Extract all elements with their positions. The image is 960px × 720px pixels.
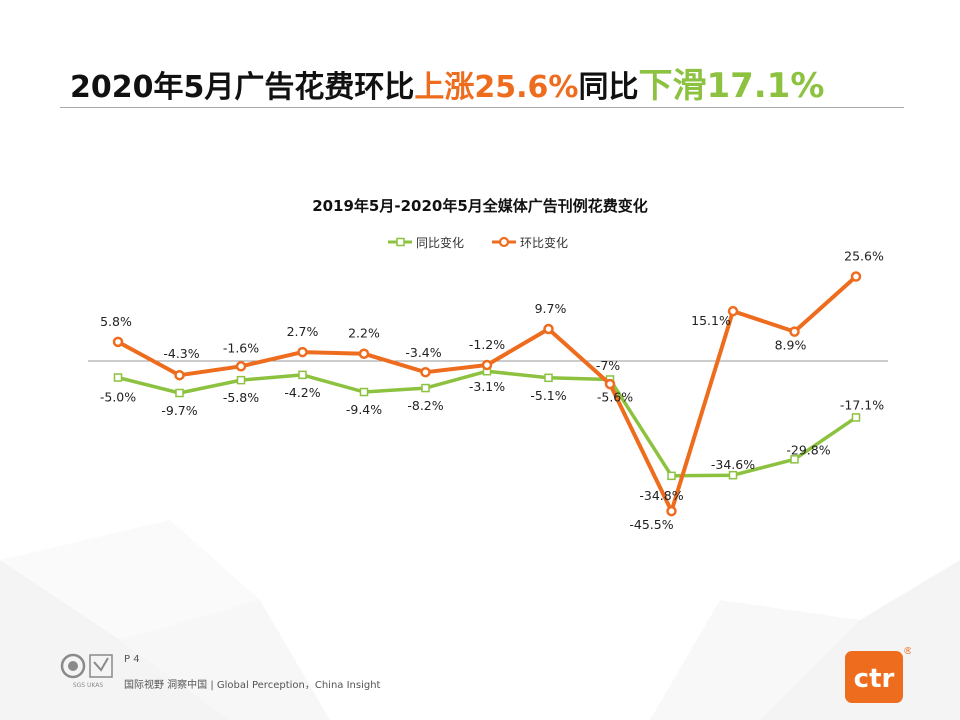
title-down-word: 下滑 (638, 66, 707, 106)
data-point (359, 387, 369, 397)
legend-label-0: 同比变化 (416, 235, 464, 250)
data-point (850, 271, 862, 282)
data-point (420, 366, 431, 378)
data-label: -5.8% (223, 390, 259, 405)
data-point (236, 375, 246, 385)
data-label: -45.5% (629, 517, 673, 532)
slide-title: 2020年5月广告花费环比 上涨 25.6% 同比 下滑 17.1% (70, 58, 824, 108)
data-point (604, 378, 616, 390)
data-label: 2.2% (348, 326, 380, 341)
data-label: -5.6% (597, 389, 633, 404)
title-up-value: 25.6% (474, 70, 579, 105)
ctr-logo: ctr ® (845, 646, 911, 703)
legend-marker-1 (498, 236, 510, 248)
footer-tagline: 国际视野 洞察中国 | Global Perception，China Insi… (124, 680, 381, 691)
data-label: -4.3% (163, 346, 199, 361)
logo-registered-mark: ® (903, 646, 911, 657)
data-point (175, 388, 184, 398)
data-label: 15.1% (691, 313, 731, 328)
data-label: 9.7% (535, 301, 567, 316)
data-point (789, 326, 800, 337)
data-label: -1.2% (469, 337, 505, 352)
data-label: -3.1% (469, 379, 505, 394)
data-label: 5.8% (100, 314, 132, 329)
data-point (543, 323, 554, 335)
legend-marker-0 (396, 237, 405, 247)
data-label: -29.8% (786, 442, 830, 457)
data-label: -3.4% (405, 345, 441, 360)
data-label: 8.9% (775, 338, 807, 353)
data-point (481, 359, 493, 371)
data-label: -5.0% (100, 390, 136, 405)
title-down-value: 17.1% (706, 66, 825, 106)
data-point (297, 346, 308, 358)
data-label: -9.4% (346, 402, 382, 417)
chart-title: 2019年5月-2020年5月全媒体广告刊例花费变化 (312, 197, 648, 215)
title-up-word: 上涨 (414, 70, 475, 105)
title-divider (60, 107, 904, 108)
data-label: -9.7% (161, 403, 197, 418)
title-part-2: 同比 (578, 70, 639, 105)
data-label: 25.6% (844, 249, 884, 264)
data-label: -34.6% (711, 457, 755, 472)
data-point (727, 305, 739, 317)
data-label: -34.8% (639, 488, 683, 503)
data-point (544, 373, 553, 383)
data-point (667, 471, 676, 481)
page-number: P 4 (124, 654, 140, 665)
data-label: -4.2% (284, 385, 320, 400)
data-point (421, 383, 430, 393)
data-label: -1.6% (223, 340, 259, 355)
certification-badge: SGS UKAS (60, 653, 113, 689)
data-label: -17.1% (840, 397, 884, 412)
data-point (298, 370, 307, 380)
data-point (728, 470, 738, 480)
data-label: -5.1% (530, 388, 566, 403)
logo-text: ctr (854, 664, 895, 694)
title-part-1: 2020年5月广告花费环比 (70, 70, 415, 105)
data-label: -8.2% (407, 398, 443, 413)
legend-label-1: 环比变化 (520, 235, 568, 250)
cert-text: SGS UKAS (73, 682, 103, 689)
data-point (358, 348, 370, 359)
data-point (113, 373, 123, 382)
data-point (790, 455, 799, 464)
data-label: 2.7% (287, 324, 319, 339)
data-label: -7% (596, 358, 620, 373)
data-point (851, 413, 861, 422)
data-point (666, 505, 677, 517)
data-point (235, 361, 247, 372)
data-point (112, 336, 124, 348)
data-point (174, 369, 185, 381)
